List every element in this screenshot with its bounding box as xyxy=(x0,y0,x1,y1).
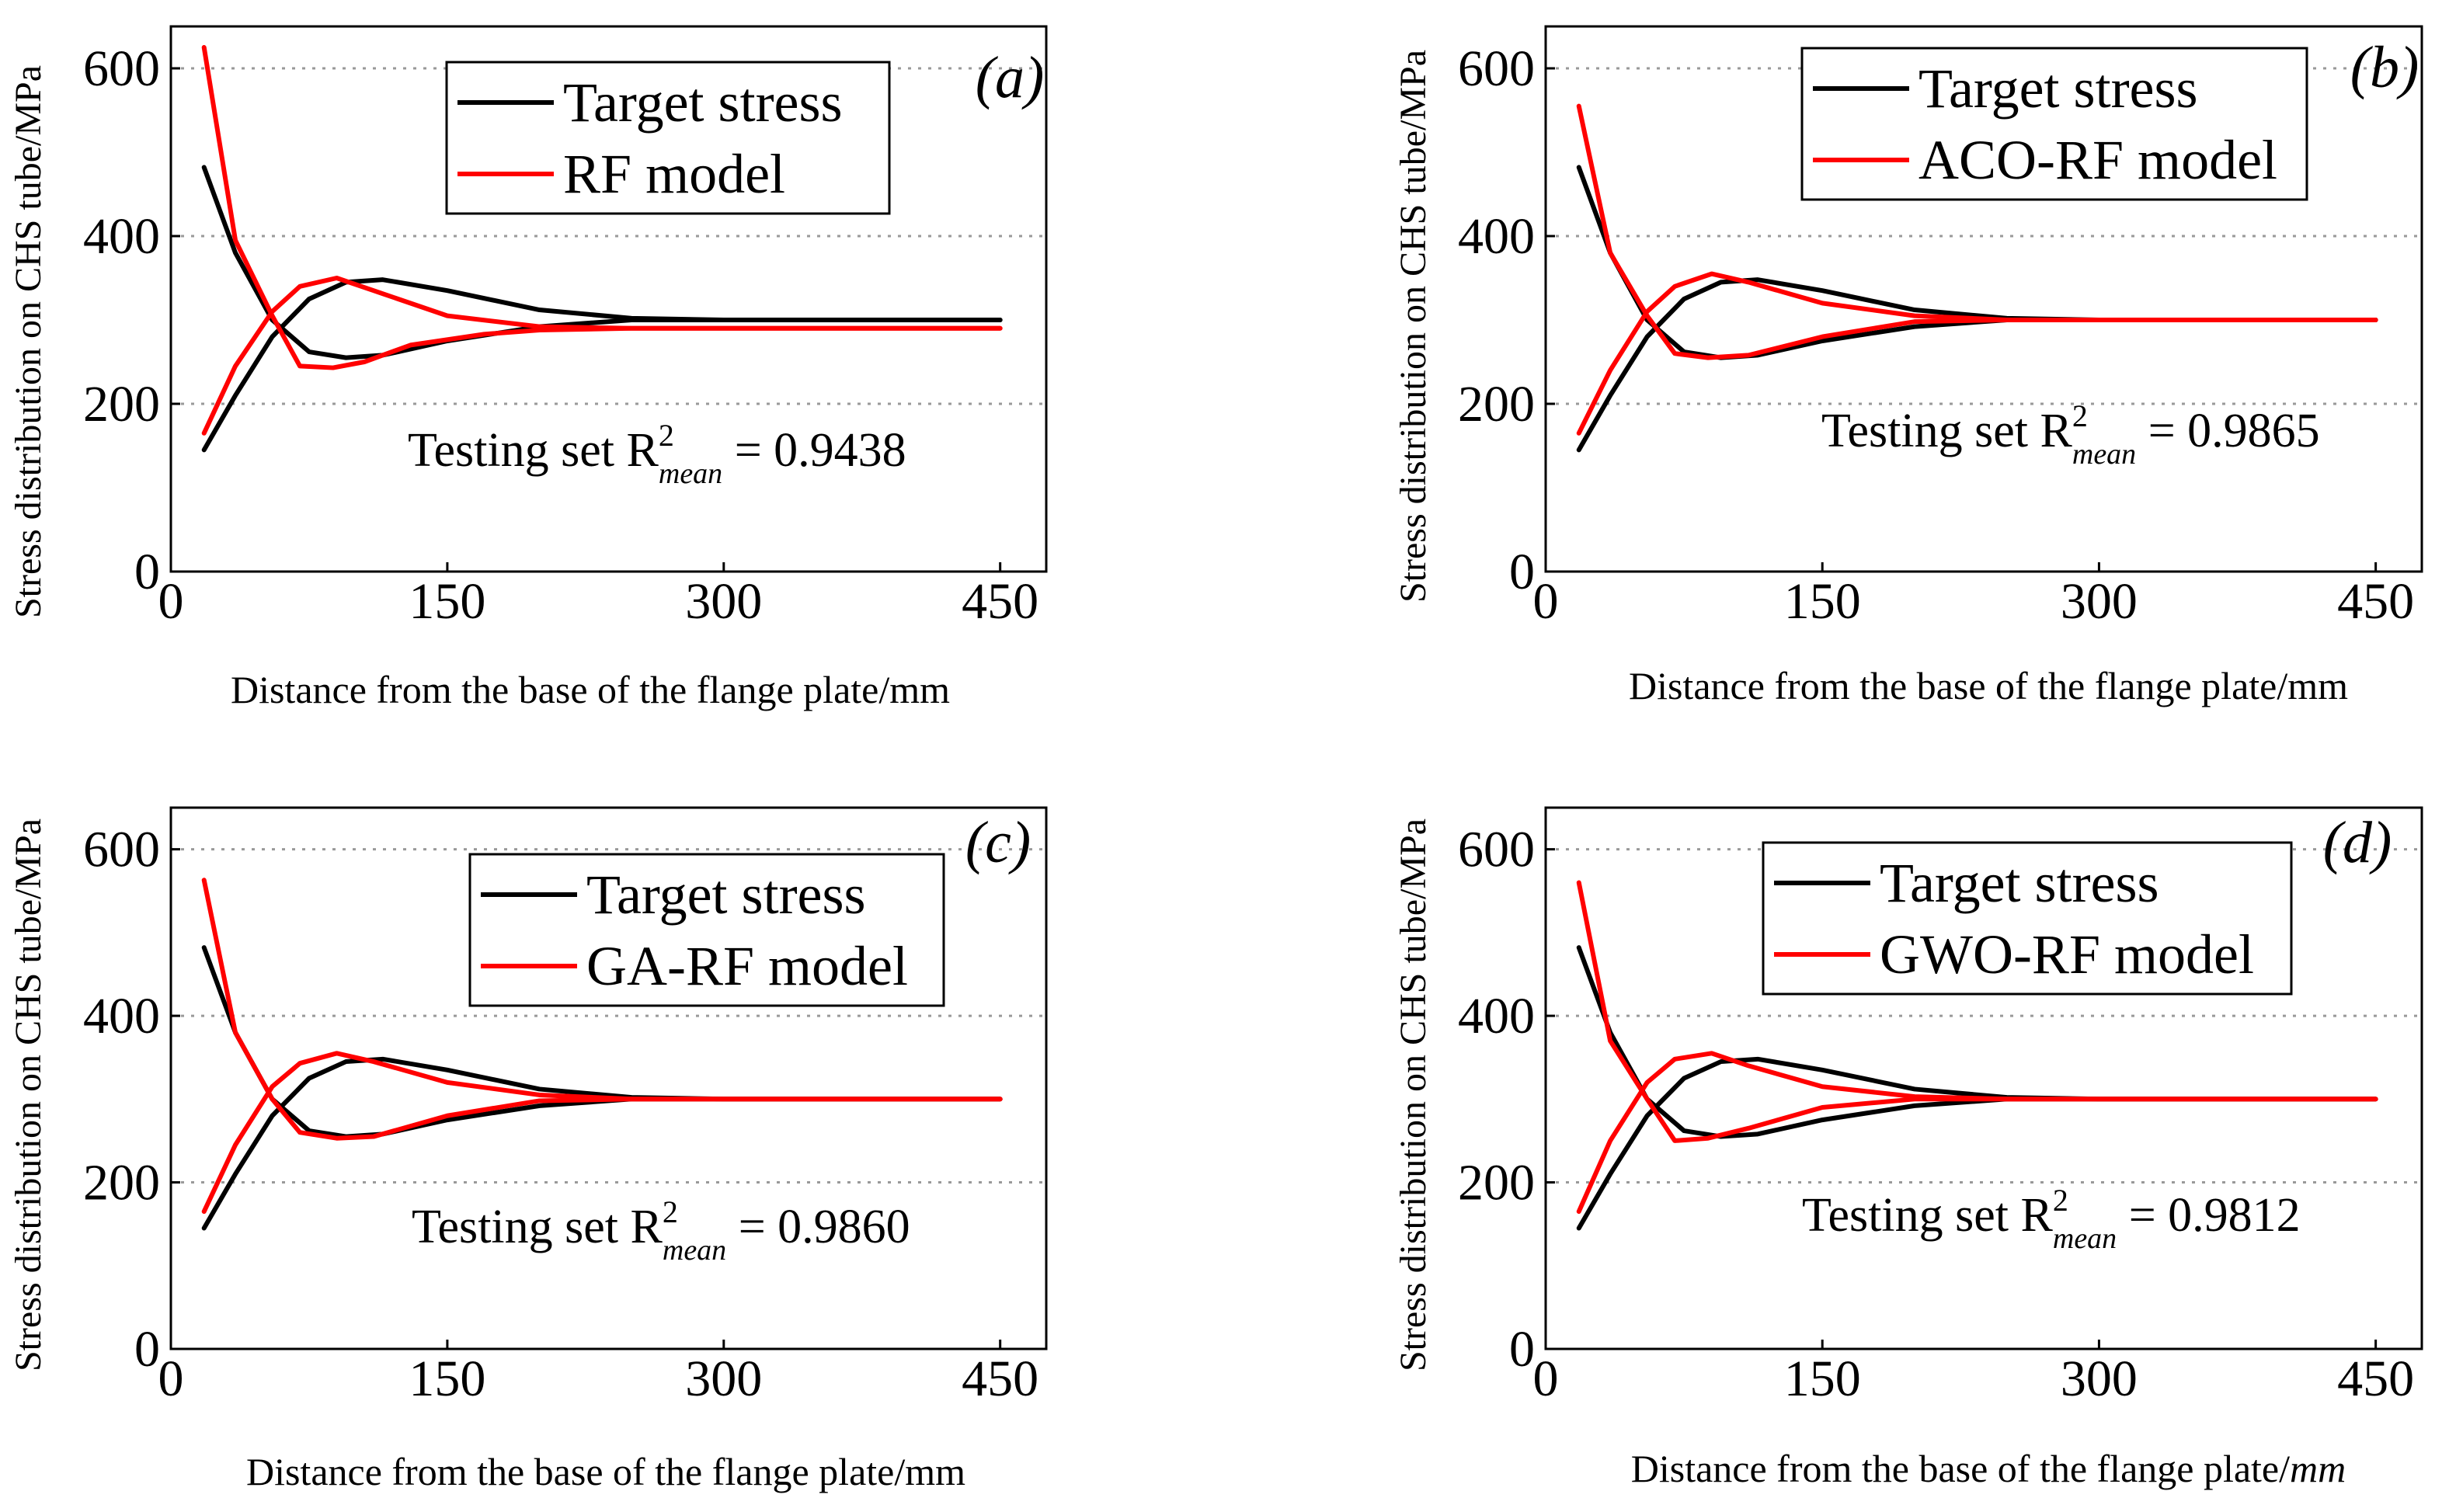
x-axis-label-text: Distance from the base of the flange pla… xyxy=(231,668,950,711)
x-axis-label-text: Distance from the base of the flange pla… xyxy=(1631,1447,2290,1490)
x-tick-label: 150 xyxy=(1784,573,1861,630)
annotation-prefix: Testing set R xyxy=(408,424,659,477)
annotation-value: = 0.9438 xyxy=(722,424,906,477)
x-tick-label: 0 xyxy=(158,573,184,630)
series-line-model-3 xyxy=(201,276,1003,436)
legend-box xyxy=(1800,47,2308,201)
r2-annotation: Testing set R2 mean = 0.9438 xyxy=(408,418,906,490)
y-axis-label: Stress distribution on CHS tube/MPa xyxy=(8,819,49,1371)
chart-panel-a: 0 150 300 450 0 200 400 600 Target stress RF mode… xyxy=(8,25,1048,711)
legend-label: Target stress xyxy=(1880,852,2159,914)
r2-annotation: Testing set R2 mean = 0.9865 xyxy=(1821,398,2320,471)
panel-label: (a) xyxy=(976,45,1045,110)
y-tick-label: 600 xyxy=(83,822,160,878)
x-tick-label: 450 xyxy=(962,1350,1038,1407)
x-axis-label: Distance from the base of the flange pla… xyxy=(1631,1447,2346,1490)
plot-frame xyxy=(169,25,1048,573)
annotation-subscript: mean xyxy=(663,1234,726,1267)
annotation-prefix: Testing set R xyxy=(1821,405,2073,457)
y-tick-label: 200 xyxy=(1458,1155,1535,1211)
y-tick-label: 600 xyxy=(1458,40,1535,97)
x-axis-label-text: Distance from the base of the flange pla… xyxy=(246,1450,965,1493)
legend-label: GWO-RF model xyxy=(1880,923,2254,985)
x-axis-label-unit: mm xyxy=(2290,1447,2346,1490)
x-tick-label: 0 xyxy=(1533,1350,1559,1407)
legend-box xyxy=(468,853,945,1007)
x-tick-label: 150 xyxy=(409,1350,485,1407)
annotation-subscript: mean xyxy=(2072,438,2136,471)
annotation-superscript: 2 xyxy=(659,418,674,453)
series-line-model-3 xyxy=(1576,1051,2378,1215)
legend-label: RF model xyxy=(563,143,785,205)
legend-label: GA-RF model xyxy=(586,935,908,997)
x-tick-label: 450 xyxy=(2337,573,2414,630)
x-tick-label: 450 xyxy=(962,573,1038,630)
y-tick-label: 0 xyxy=(1509,1321,1535,1378)
annotation-prefix: Testing set R xyxy=(412,1201,663,1253)
y-axis-label: Stress distribution on CHS tube/MPa xyxy=(1393,819,1434,1371)
series-line-model-3 xyxy=(201,1051,1003,1215)
x-axis-label-text: Distance from the base of the flange pla… xyxy=(1629,664,2348,707)
x-tick-label: 300 xyxy=(685,573,762,630)
y-tick-label: 0 xyxy=(134,1321,160,1378)
x-tick-label: 300 xyxy=(2061,573,2138,630)
annotation-subscript: mean xyxy=(659,457,722,490)
x-tick-label: 300 xyxy=(2061,1350,2138,1407)
annotation-value: = 0.9865 xyxy=(2136,405,2319,457)
y-tick-label: 400 xyxy=(83,988,160,1044)
x-tick-label: 150 xyxy=(1784,1350,1861,1407)
annotation-value: = 0.9860 xyxy=(726,1201,910,1253)
chart-panel-b: 0 150 300 450 0 200 400 600 Target stress ACO-RF … xyxy=(1393,25,2423,707)
annotation-prefix: Testing set R xyxy=(1802,1189,2054,1242)
y-tick-label: 600 xyxy=(1458,822,1535,878)
panel-label: (b) xyxy=(2350,35,2419,100)
y-axis-label: Stress distribution on CHS tube/MPa xyxy=(8,65,49,618)
annotation-value: = 0.9812 xyxy=(2117,1189,2300,1242)
panel-label: (c) xyxy=(965,810,1031,875)
series-line-target-1 xyxy=(201,277,1003,453)
y-axis-label: Stress distribution on CHS tube/MPa xyxy=(1393,50,1434,603)
chart-panel-d: 0 150 300 450 0 200 400 600 Target stress GWO-RF … xyxy=(1393,806,2423,1490)
r2-annotation: Testing set R2 mean = 0.9860 xyxy=(412,1194,910,1267)
x-tick-label: 150 xyxy=(409,573,485,630)
y-tick-label: 400 xyxy=(1458,208,1535,265)
annotation-superscript: 2 xyxy=(2072,398,2088,433)
annotation-subscript: mean xyxy=(2053,1222,2117,1255)
y-tick-label: 0 xyxy=(134,544,160,600)
r2-annotation: Testing set R2 mean = 0.9812 xyxy=(1802,1183,2301,1255)
y-tick-label: 200 xyxy=(83,1155,160,1211)
y-tick-label: 200 xyxy=(83,376,160,433)
legend-label: ACO-RF model xyxy=(1918,129,2277,191)
x-axis-label: Distance from the base of the flange pla… xyxy=(1629,664,2348,707)
plot-frame xyxy=(1544,806,2423,1350)
annotation-superscript: 2 xyxy=(2053,1183,2068,1218)
chart-panel-c: 0 150 300 450 0 200 400 600 Target stress GA-RF m… xyxy=(8,806,1048,1493)
legend-label: Target stress xyxy=(586,864,866,926)
panel-label: (d) xyxy=(2323,810,2392,875)
y-tick-label: 200 xyxy=(1458,376,1535,433)
legend-box xyxy=(1762,841,2293,996)
annotation-superscript: 2 xyxy=(663,1194,678,1229)
legend-label: Target stress xyxy=(563,71,843,134)
x-axis-label: Distance from the base of the flange pla… xyxy=(246,1450,965,1493)
x-tick-label: 450 xyxy=(2337,1350,2414,1407)
x-tick-label: 0 xyxy=(158,1350,184,1407)
y-tick-label: 600 xyxy=(83,40,160,97)
y-tick-label: 0 xyxy=(1509,544,1535,600)
x-tick-label: 0 xyxy=(1533,573,1559,630)
plot-frame xyxy=(169,806,1048,1350)
legend-label: Target stress xyxy=(1918,57,2198,120)
y-tick-label: 400 xyxy=(1458,988,1535,1044)
plot-frame xyxy=(1544,25,2423,573)
x-axis-label: Distance from the base of the flange pla… xyxy=(231,668,950,711)
series-line-model-3 xyxy=(1576,271,2378,436)
legend-box xyxy=(445,61,891,215)
y-tick-label: 400 xyxy=(83,208,160,265)
x-tick-label: 300 xyxy=(685,1350,762,1407)
